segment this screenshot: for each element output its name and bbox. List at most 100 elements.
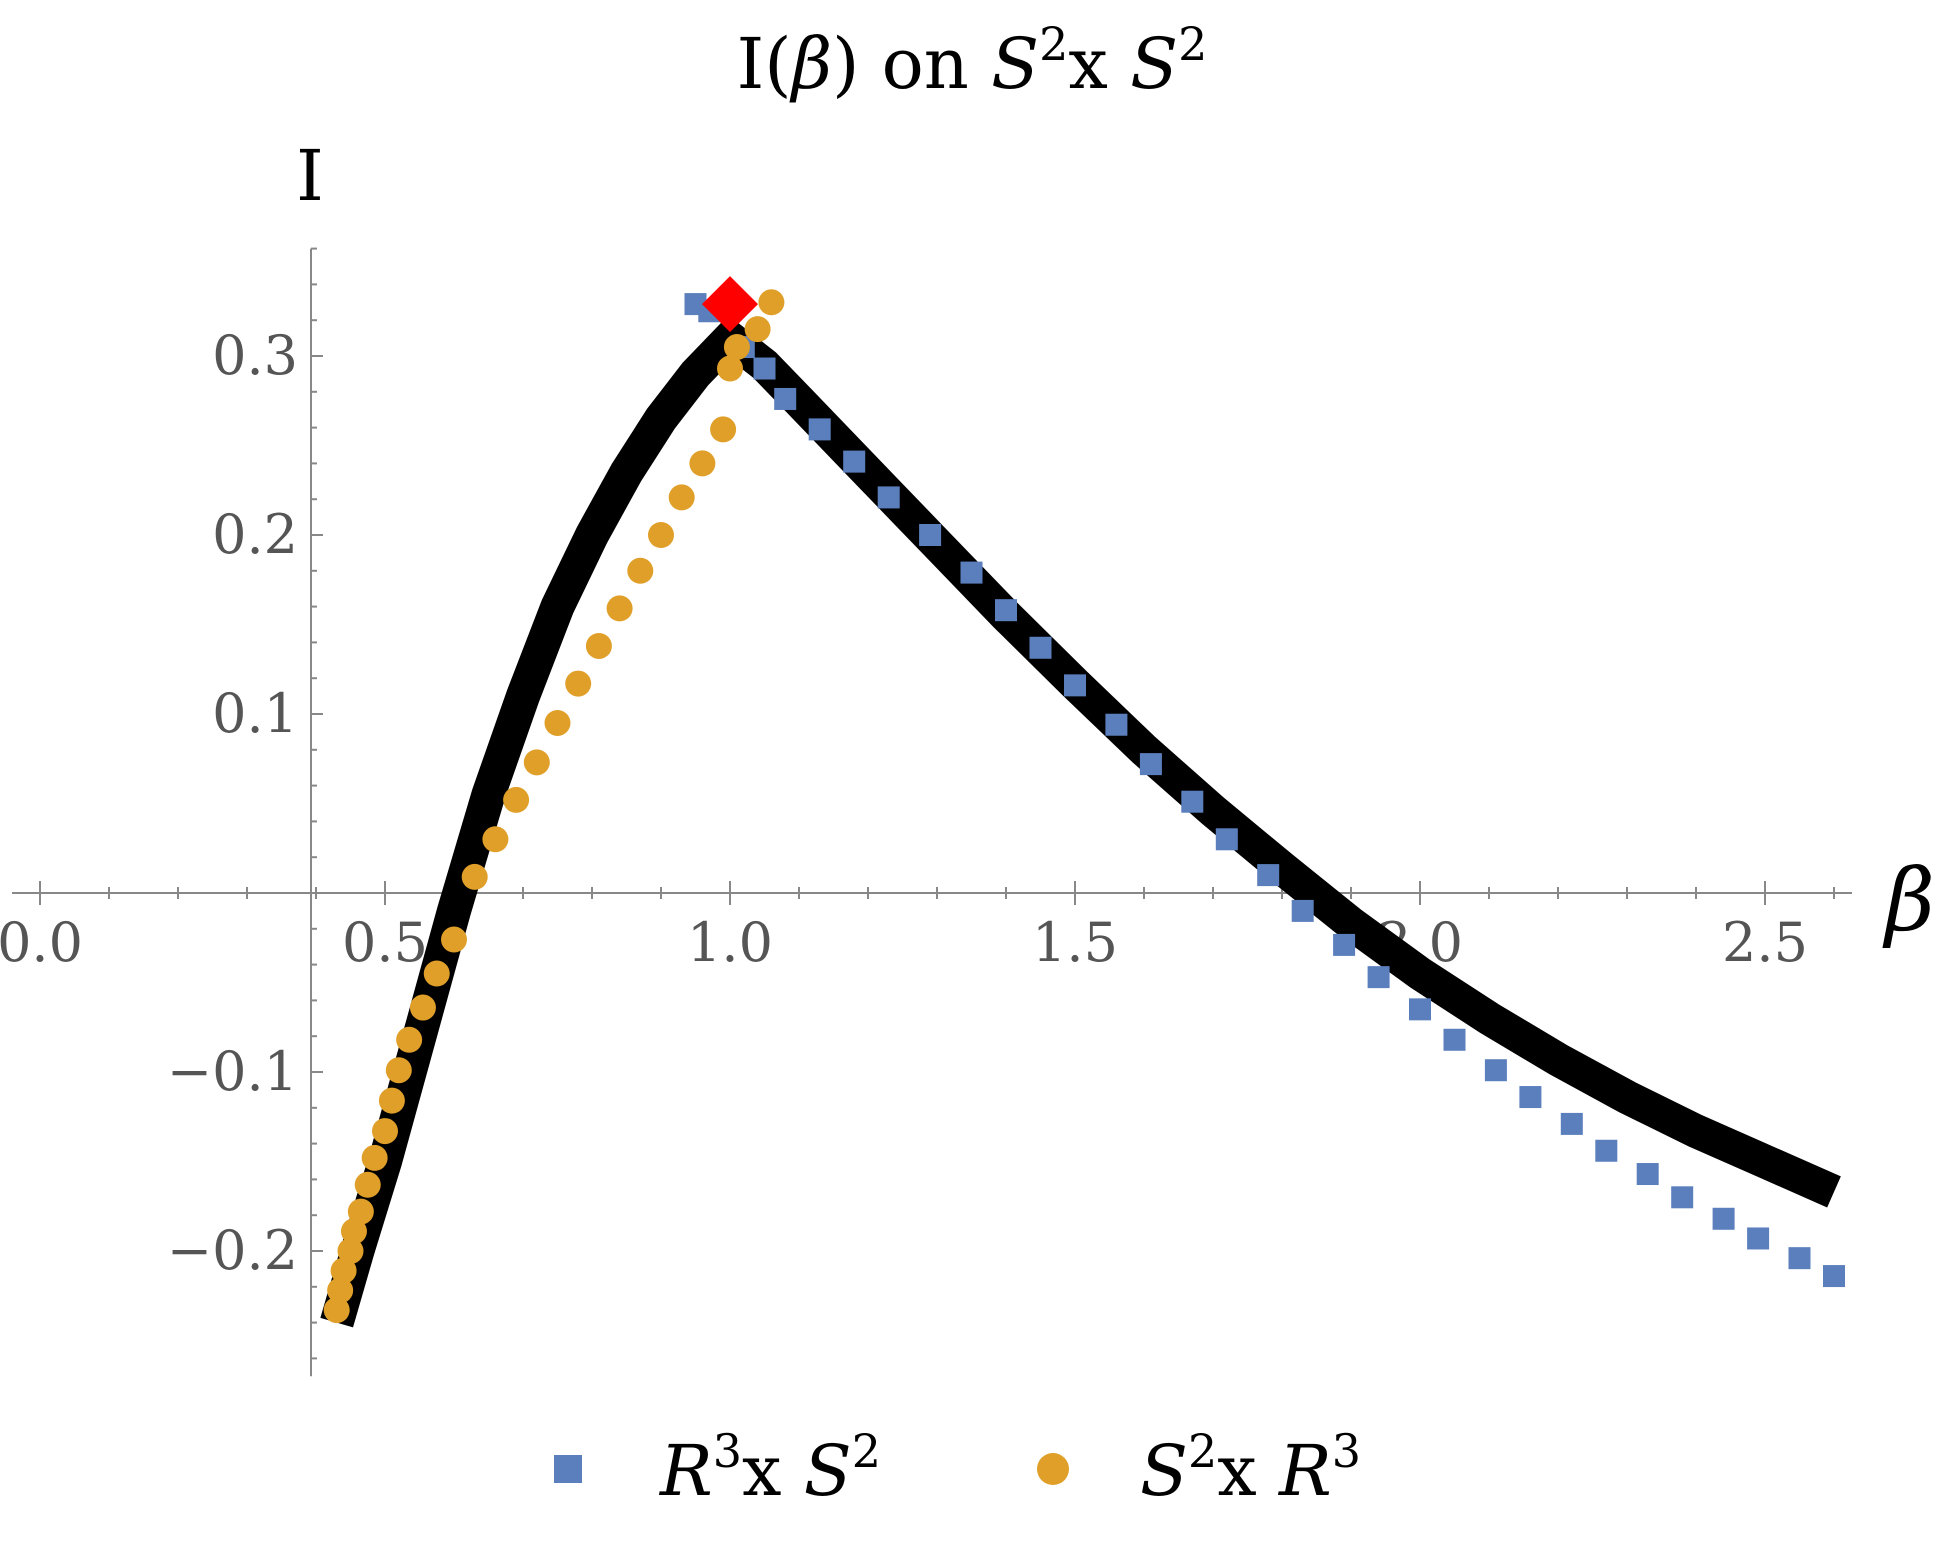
title-s1: S (991, 23, 1039, 105)
legend1-x: x (742, 1430, 804, 1512)
data-point-circle (327, 1277, 354, 1304)
data-point-square (1443, 1028, 1466, 1051)
legend: R3x S2 S2x R3 (554, 1424, 1361, 1512)
data-point-square (1105, 713, 1128, 736)
title-beta: β (789, 23, 832, 105)
legend2-sup-s: 2 (1188, 1424, 1217, 1478)
legend2-sup-r: 3 (1332, 1424, 1361, 1478)
data-point-circle (710, 416, 737, 443)
data-point-square (1671, 1186, 1694, 1209)
data-point-square (1029, 636, 1052, 659)
data-point-square (1636, 1163, 1659, 1186)
axes (12, 247, 1852, 1377)
data-point-square (1712, 1207, 1735, 1230)
legend-label-series-1: R3x S2 (658, 1424, 881, 1512)
data-point-circle (523, 749, 550, 776)
data-point-square (1823, 1265, 1845, 1288)
title-post: ) on (832, 23, 991, 105)
data-point-square (877, 486, 900, 509)
data-point-square (1409, 998, 1431, 1021)
x-tick-label: 0.5 (342, 911, 428, 974)
legend-label-series-2: S2x R3 (1140, 1424, 1361, 1512)
data-point-square (1519, 1086, 1542, 1109)
legend1-r: R (658, 1430, 713, 1512)
legend-circle-icon (1037, 1453, 1069, 1485)
curve-layer (320, 315, 1841, 1328)
data-point-circle (717, 355, 743, 382)
title-x: x (1068, 23, 1130, 105)
data-point-square (1367, 966, 1390, 989)
data-point-circle (648, 522, 674, 548)
highlight-diamond (702, 276, 758, 333)
data-point-square (753, 357, 776, 380)
x-axis-title: β (1882, 851, 1935, 951)
data-point-square (1333, 933, 1356, 956)
data-point-circle (330, 1257, 357, 1284)
data-point-circle (423, 960, 450, 987)
data-point-square (995, 599, 1017, 622)
x-tick-label: 1.0 (687, 911, 773, 974)
data-point-square (1064, 674, 1086, 697)
title-sup2: 2 (1178, 17, 1207, 71)
data-point-square (1139, 753, 1162, 776)
y-tick-label: 0.3 (212, 324, 298, 387)
data-point-circle (354, 1171, 381, 1198)
data-point-square (843, 450, 866, 473)
data-point-circle (606, 595, 633, 622)
data-point-circle (544, 709, 571, 736)
data-point-circle (372, 1118, 398, 1145)
data-point-square (919, 524, 942, 546)
data-point-circle (689, 450, 716, 477)
legend2-r: R (1277, 1430, 1332, 1512)
data-point-circle (361, 1144, 388, 1171)
data-point-square (1291, 899, 1314, 922)
data-point-square (1181, 790, 1204, 813)
data-point-square (1484, 1059, 1507, 1082)
legend1-s: S (804, 1430, 852, 1512)
data-point-circle (627, 557, 654, 584)
data-point-square (808, 418, 831, 441)
data-point-circle (337, 1238, 364, 1264)
y-axis-title: I (296, 135, 324, 217)
data-point-circle (441, 926, 467, 953)
data-point-circle (461, 863, 488, 890)
data-point-circle (340, 1218, 367, 1245)
data-point-circle (409, 994, 436, 1021)
x-tick-label: 0.0 (0, 911, 83, 974)
data-point-circle (396, 1026, 423, 1053)
legend2-x: x (1217, 1430, 1279, 1512)
chart-title: I(β) on S2x S2 (737, 17, 1208, 105)
y-tick-label: −0.1 (167, 1040, 298, 1103)
x-tick-label: 1.5 (1032, 911, 1118, 974)
title-sup1: 2 (1039, 17, 1068, 71)
data-point-circle (385, 1057, 412, 1084)
title-pre: I( (737, 23, 792, 105)
data-point-circle (565, 670, 592, 697)
y-tick-label: −0.2 (167, 1219, 298, 1282)
y-tick-label: 0.1 (212, 682, 298, 745)
legend1-sup-r: 3 (713, 1424, 742, 1478)
data-point-circle (347, 1198, 374, 1225)
data-point-circle (503, 786, 530, 813)
data-point-square (774, 387, 797, 410)
data-point-square (1257, 864, 1280, 887)
y-tick-label: 0.2 (212, 503, 298, 566)
x-tick-label: 2.5 (1722, 911, 1808, 974)
data-point-square (1595, 1139, 1618, 1162)
theory-curve (320, 315, 1841, 1328)
data-point-circle (758, 289, 785, 316)
data-point-square (960, 561, 983, 584)
data-point-square (1788, 1247, 1811, 1270)
legend2-s: S (1140, 1430, 1188, 1512)
tick-labels: 0.0 0.5 1.0 1.5 2.0 2.50.30.20.1−0.1−0.2 (0, 324, 1808, 1282)
data-point-circle (723, 334, 750, 361)
data-point-square (1560, 1112, 1583, 1135)
marker-layer (323, 276, 1845, 1324)
data-point-square (1215, 828, 1238, 851)
data-point-circle (482, 826, 509, 853)
legend-square-icon (554, 1455, 582, 1483)
legend1-sup-s: 2 (852, 1424, 881, 1478)
data-point-circle (585, 632, 612, 659)
data-point-circle (744, 316, 771, 343)
